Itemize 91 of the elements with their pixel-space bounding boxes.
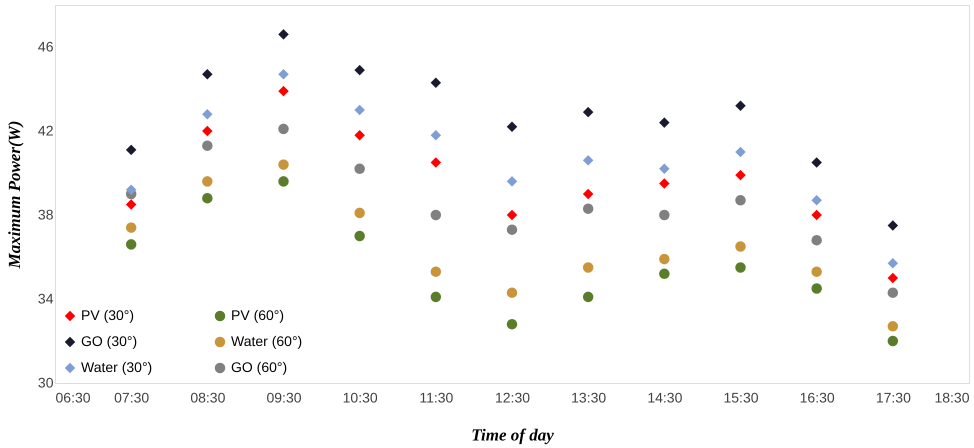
x-tick-label: 08:30	[190, 390, 226, 406]
point	[811, 195, 822, 206]
legend-label: Water (30°)	[81, 359, 152, 375]
point	[278, 176, 289, 187]
point	[811, 283, 822, 294]
point	[126, 144, 136, 156]
point	[735, 100, 746, 112]
y-tick-label: 38	[38, 206, 54, 222]
x-tick-label: 11:30	[419, 390, 454, 406]
point	[430, 266, 442, 277]
y-tick-label: 46	[38, 38, 54, 54]
x-tick-label: 15:30	[723, 390, 759, 406]
point	[202, 108, 213, 120]
x-tick-label: 17:30	[876, 390, 912, 406]
x-tick-label: 12:30	[494, 390, 530, 406]
point	[506, 318, 518, 330]
point	[582, 203, 594, 214]
point	[811, 234, 822, 246]
point	[582, 188, 594, 200]
y-tick-label: 34	[38, 290, 54, 306]
point	[354, 104, 365, 116]
point	[888, 220, 898, 231]
legend-label: PV (60°)	[231, 307, 284, 323]
point	[278, 159, 289, 170]
legend-label: Water (60°)	[231, 333, 302, 349]
point	[582, 262, 594, 273]
point	[202, 140, 213, 151]
point	[582, 292, 594, 302]
point	[202, 192, 213, 204]
point	[811, 157, 822, 168]
point	[888, 258, 898, 269]
point	[126, 199, 136, 210]
point	[659, 254, 670, 264]
x-tick-label: 16:30	[800, 390, 835, 406]
point	[506, 210, 518, 220]
point	[126, 222, 136, 233]
point	[202, 69, 213, 80]
point	[354, 208, 365, 218]
x-tick-label: 13:30	[571, 390, 606, 406]
point	[278, 86, 289, 96]
point	[430, 210, 442, 220]
point	[354, 130, 365, 140]
point	[354, 230, 365, 242]
x-tick-label: 06:30	[56, 390, 91, 406]
point	[202, 176, 213, 187]
point	[354, 164, 365, 174]
point	[278, 69, 289, 80]
point	[126, 239, 136, 250]
y-axis-title: Maximum Power(W)	[4, 120, 24, 270]
point	[811, 210, 822, 220]
point	[582, 106, 594, 118]
point	[430, 157, 442, 168]
point	[735, 195, 746, 206]
point	[506, 224, 518, 235]
point	[659, 164, 670, 174]
y-tick-label: 42	[38, 122, 54, 138]
point	[811, 266, 822, 277]
point	[582, 155, 594, 166]
point	[659, 117, 670, 128]
point	[278, 29, 289, 40]
point	[659, 268, 670, 280]
point	[735, 146, 746, 158]
legend-label: GO (60°)	[231, 359, 288, 375]
x-tick-label: 14:30	[647, 390, 683, 406]
point	[126, 184, 136, 196]
point	[202, 126, 213, 136]
legend-label: PV (30°)	[81, 307, 134, 323]
x-tick-label: 09:30	[266, 390, 302, 406]
point	[735, 170, 746, 180]
y-tick-label: 30	[38, 374, 54, 390]
point	[888, 336, 898, 346]
point	[506, 122, 518, 132]
point	[354, 64, 365, 76]
x-tick-label: 10:30	[342, 390, 378, 406]
point	[888, 321, 898, 332]
point	[735, 262, 746, 273]
point	[735, 241, 746, 252]
point	[506, 176, 518, 187]
x-axis-title: Time of day	[471, 426, 554, 444]
point	[888, 272, 898, 284]
point	[430, 292, 442, 302]
point	[430, 77, 442, 88]
point	[506, 287, 518, 298]
point	[278, 124, 289, 134]
x-tick-label: 18:30	[934, 390, 970, 406]
point	[659, 178, 670, 189]
point	[430, 130, 442, 140]
x-tick-label: 07:30	[114, 390, 150, 406]
point	[659, 210, 670, 220]
legend-label: GO (30°)	[81, 333, 138, 349]
point	[888, 287, 898, 298]
